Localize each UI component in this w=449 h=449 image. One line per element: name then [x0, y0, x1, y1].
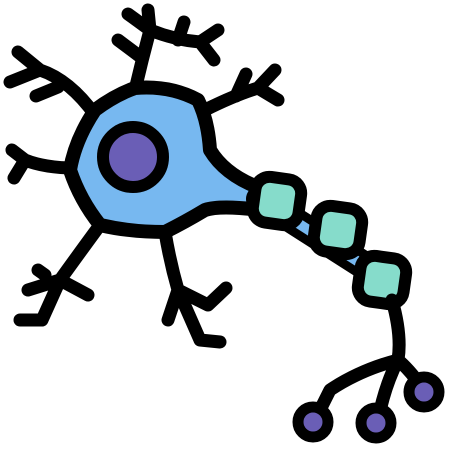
- axon-terminal: [292, 401, 334, 443]
- myelin-segment: [246, 170, 308, 232]
- axon-terminal: [403, 371, 445, 413]
- axon-terminals: [292, 371, 445, 444]
- dendrites: [3, 3, 285, 349]
- nucleus: [97, 121, 169, 193]
- dendrite-right: [198, 63, 285, 117]
- axon-terminal: [355, 402, 397, 444]
- dendrite-top-left: [3, 45, 102, 122]
- myelin-segment: [351, 249, 413, 311]
- axon-terminal-branches: [308, 293, 431, 427]
- myelin-segment: [307, 199, 369, 261]
- myelin-sheaths: [246, 170, 413, 311]
- dendrite-top: [111, 3, 225, 97]
- dendrite-bottom-left: [13, 218, 107, 327]
- dendrite-bottom: [158, 225, 233, 349]
